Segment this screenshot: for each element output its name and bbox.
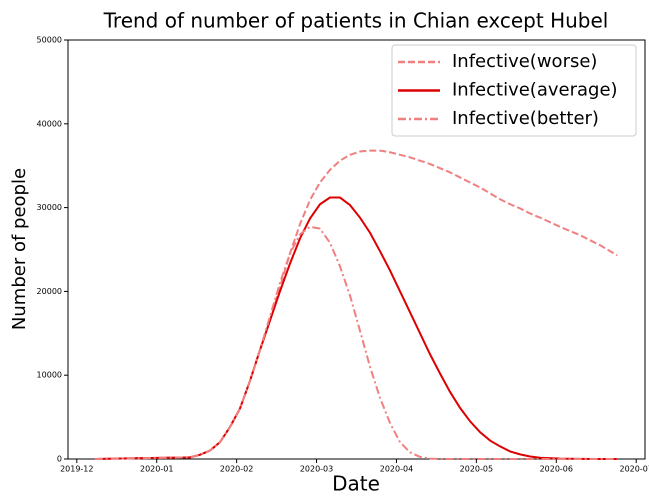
x-axis-label: Date [332,472,380,496]
x-tick-label: 2020-05 [460,465,493,474]
legend-label: Infective(worse) [452,51,597,72]
y-tick-label: 30000 [37,203,62,212]
series-line [94,225,618,460]
chart-title: Trend of number of patients in Chian exc… [103,9,609,33]
x-tick-label: 2020-01 [140,465,173,474]
y-axis-label: Number of people [9,168,30,330]
y-tick-label: 0 [57,455,62,464]
x-tick-label: 2020-06 [540,465,573,474]
series-line [94,196,618,460]
legend-label: Infective(better) [452,108,599,129]
legend-label: Infective(average) [452,80,618,101]
x-tick-label: 2020-07 [619,465,649,474]
legend-box [391,44,637,137]
legend: Infective(worse) Infective(average) Infect… [391,44,637,137]
x-tick-label: 2019-12 [60,465,93,474]
series-line [94,149,618,460]
y-tick-label: 50000 [37,36,62,45]
y-tick-label: 10000 [37,371,62,380]
x-tick-label: 2020-02 [220,465,253,474]
x-tick-label: 2020-03 [300,465,333,474]
y-tick-label: 20000 [37,287,62,296]
y-tick-label: 40000 [37,119,62,128]
x-tick-label: 2020-04 [380,465,413,474]
plot-frame [67,39,646,460]
